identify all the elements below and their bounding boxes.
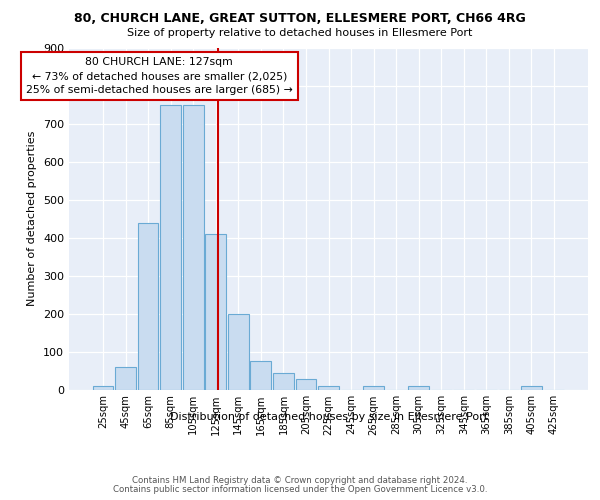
- Text: Distribution of detached houses by size in Ellesmere Port: Distribution of detached houses by size …: [170, 412, 488, 422]
- Bar: [205, 234, 226, 390]
- Text: Size of property relative to detached houses in Ellesmere Port: Size of property relative to detached ho…: [127, 28, 473, 38]
- Bar: [92, 386, 113, 390]
- Bar: [318, 386, 339, 390]
- Bar: [363, 386, 384, 390]
- Text: Contains public sector information licensed under the Open Government Licence v3: Contains public sector information licen…: [113, 485, 487, 494]
- Y-axis label: Number of detached properties: Number of detached properties: [28, 131, 37, 306]
- Bar: [137, 222, 158, 390]
- Bar: [296, 378, 316, 390]
- Bar: [115, 367, 136, 390]
- Bar: [521, 386, 542, 390]
- Bar: [273, 373, 294, 390]
- Bar: [228, 314, 248, 390]
- Bar: [250, 362, 271, 390]
- Bar: [409, 386, 429, 390]
- Text: 80 CHURCH LANE: 127sqm
← 73% of detached houses are smaller (2,025)
25% of semi-: 80 CHURCH LANE: 127sqm ← 73% of detached…: [26, 57, 293, 95]
- Text: Contains HM Land Registry data © Crown copyright and database right 2024.: Contains HM Land Registry data © Crown c…: [132, 476, 468, 485]
- Bar: [160, 104, 181, 390]
- Bar: [183, 104, 203, 390]
- Text: 80, CHURCH LANE, GREAT SUTTON, ELLESMERE PORT, CH66 4RG: 80, CHURCH LANE, GREAT SUTTON, ELLESMERE…: [74, 12, 526, 26]
